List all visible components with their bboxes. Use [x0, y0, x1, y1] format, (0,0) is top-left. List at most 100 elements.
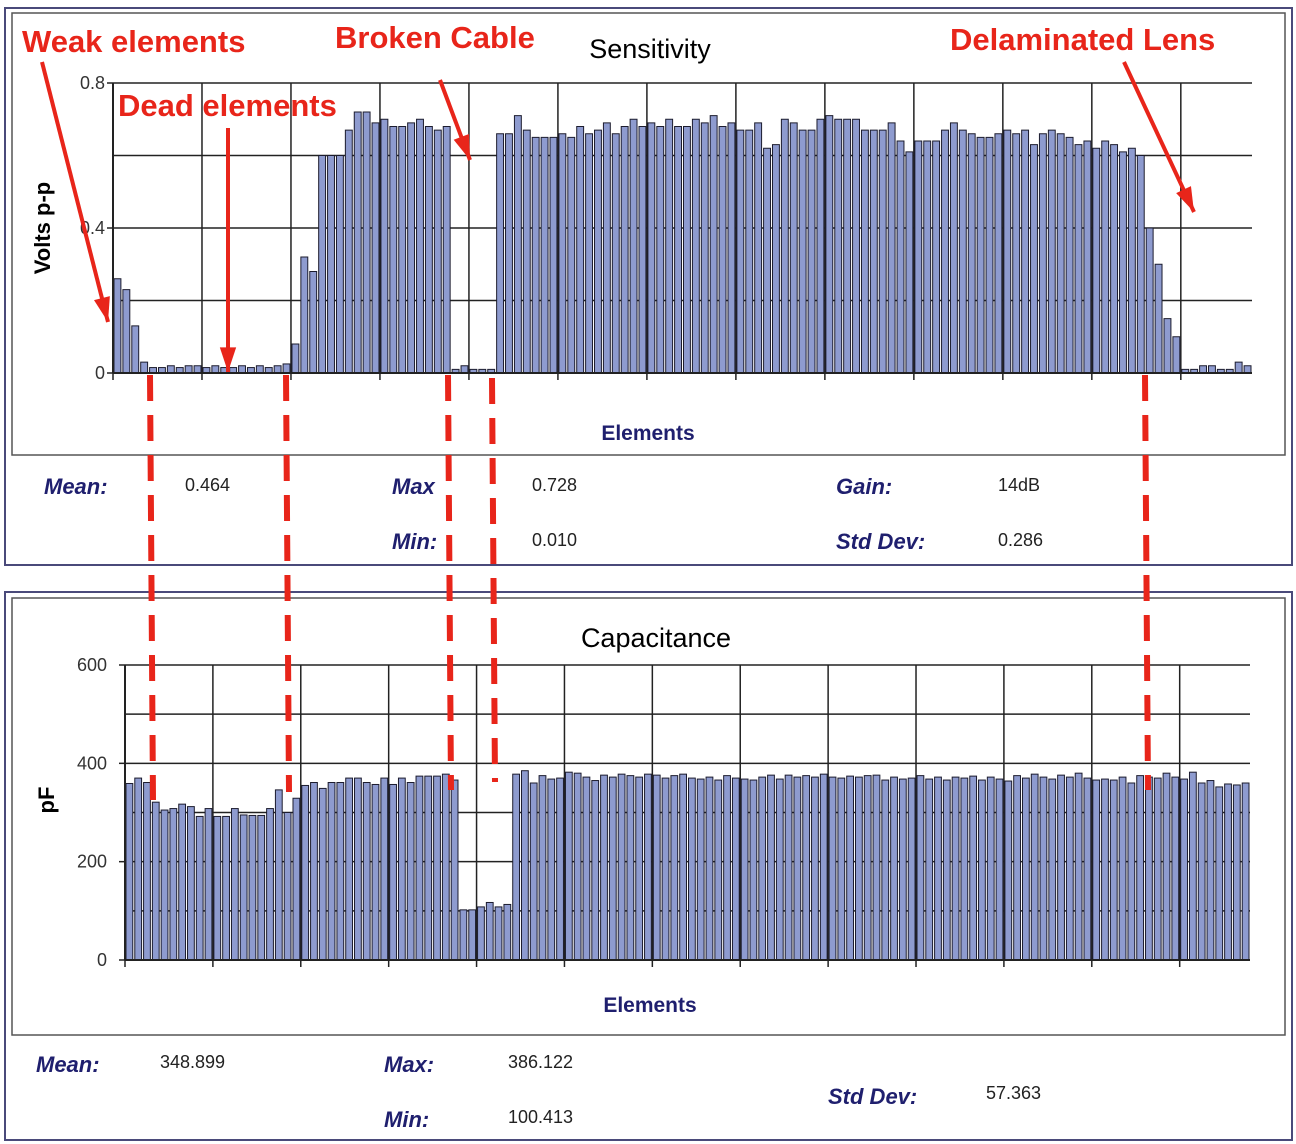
bar — [1241, 782, 1250, 961]
bar — [620, 126, 629, 374]
bar — [1215, 786, 1224, 961]
bar — [248, 814, 257, 961]
sensitivity-xlabel: Elements — [601, 422, 694, 445]
bar — [907, 777, 916, 961]
bar — [1039, 776, 1048, 961]
arrow-broken-cable-head — [453, 134, 470, 160]
y-tick-label: 600 — [77, 655, 107, 675]
bar — [923, 140, 932, 374]
bar — [416, 118, 424, 374]
bar — [184, 365, 193, 374]
bar — [239, 814, 248, 961]
bar — [825, 115, 834, 374]
bar — [160, 809, 169, 961]
bar — [151, 801, 160, 961]
arrow-weak-elements — [40, 61, 110, 323]
bar — [538, 775, 547, 961]
bar — [914, 140, 923, 374]
sens-min-label: Min: — [392, 529, 438, 554]
bar — [1180, 778, 1188, 961]
bar — [213, 815, 222, 961]
bar — [1172, 336, 1181, 374]
bar — [644, 773, 652, 961]
bar — [1013, 775, 1021, 961]
bar — [1065, 776, 1074, 961]
bar — [513, 115, 522, 374]
bar — [1047, 129, 1056, 374]
bar — [193, 365, 202, 374]
sens-std-label: Std Dev: — [836, 529, 926, 554]
bar — [1056, 133, 1065, 374]
bar — [925, 778, 934, 961]
bar — [540, 136, 549, 374]
bar — [353, 111, 362, 374]
bar — [852, 118, 860, 374]
bar — [942, 779, 951, 961]
cap-mean-value: 348.899 — [160, 1052, 226, 1072]
bar — [380, 777, 389, 961]
capacitance-ylabel: pF — [34, 787, 59, 814]
bar — [301, 784, 310, 961]
bar — [802, 775, 811, 961]
bar — [960, 777, 969, 961]
bar — [665, 118, 674, 374]
bar — [424, 775, 433, 961]
sensitivity-plot-frame — [11, 12, 1286, 456]
bar — [608, 776, 617, 961]
y-tick-label: 0.8 — [80, 73, 105, 93]
bar — [204, 808, 213, 961]
bar — [1154, 263, 1163, 374]
bar — [1243, 365, 1252, 374]
bar — [1127, 147, 1136, 374]
arrow-dead-elements-head — [219, 347, 237, 372]
bar — [594, 129, 602, 374]
bar — [754, 122, 763, 374]
bar — [916, 775, 925, 961]
sens-max-value: 0.728 — [532, 475, 578, 495]
bar — [187, 806, 195, 961]
bar — [371, 783, 380, 961]
bar — [389, 126, 398, 374]
bar — [860, 129, 869, 374]
bar — [1208, 365, 1216, 374]
bar — [969, 775, 978, 961]
bar — [828, 776, 837, 961]
bar — [389, 783, 397, 961]
bar — [647, 122, 656, 374]
bar — [558, 133, 567, 374]
bar — [674, 126, 682, 374]
bar — [1171, 776, 1180, 961]
bar — [282, 363, 291, 374]
bar — [811, 776, 819, 961]
bar — [731, 777, 740, 961]
bar — [459, 909, 468, 961]
bar — [1188, 771, 1197, 961]
bar — [1038, 133, 1047, 374]
bar — [468, 909, 477, 961]
bar — [1048, 778, 1057, 961]
bar — [406, 782, 415, 961]
bar — [951, 776, 960, 961]
bar — [556, 777, 564, 961]
bar — [122, 289, 131, 374]
bar — [309, 271, 318, 374]
bar — [582, 776, 591, 961]
bar — [932, 140, 941, 374]
cap-min-value: 100.413 — [508, 1107, 574, 1127]
bar — [1153, 777, 1162, 961]
bar — [638, 126, 647, 374]
sens-mean-value: 0.464 — [185, 475, 231, 495]
sens-gain-value: 14dB — [998, 475, 1041, 495]
bar — [771, 144, 780, 374]
bar — [591, 780, 600, 961]
bar — [709, 115, 718, 374]
bar — [967, 133, 976, 374]
capacitance-title: Capacitance — [581, 623, 731, 653]
bar — [195, 815, 204, 961]
bar — [727, 122, 736, 374]
bar — [505, 133, 513, 374]
bar — [1224, 783, 1232, 961]
bar — [1109, 779, 1118, 961]
bar — [549, 136, 558, 374]
